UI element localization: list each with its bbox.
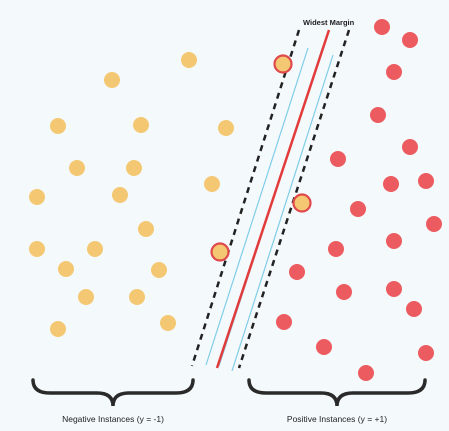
positive-point [330,151,346,167]
negative-point [58,261,74,277]
positive-point [418,345,434,361]
positive-brace-icon [249,380,425,406]
positive-point [426,216,442,232]
negative-point [218,120,234,136]
positive-point [402,139,418,155]
positive-point [418,173,434,189]
negative-point [29,241,45,257]
positive-point [336,284,352,300]
positive-point [358,365,374,381]
positive-point [402,32,418,48]
positive-point [350,201,366,217]
negative-points [29,52,234,337]
positive-point [328,241,344,257]
negative-brace-icon [33,380,193,406]
support-vector-negative [212,244,229,261]
margin-title: Widest Margin [303,18,355,27]
negative-point [160,315,176,331]
negative-point [29,189,45,205]
positive-point [386,64,402,80]
positive-point [383,176,399,192]
positive-point [316,339,332,355]
negative-point [104,72,120,88]
negative-point [181,52,197,68]
negative-point [133,117,149,133]
positive-point [386,281,402,297]
negative-point [151,262,167,278]
negative-point [112,187,128,203]
negative-point [78,289,94,305]
negative-point [129,289,145,305]
negative-point [126,160,142,176]
support-vector-positive [275,56,292,73]
margin-line-1 [206,48,308,365]
negative-point [69,160,85,176]
positive-instances-label: Positive Instances (y = +1) [287,414,387,424]
positive-point [374,19,390,35]
decision-boundary [217,30,329,368]
negative-point [138,221,154,237]
negative-point [204,176,220,192]
positive-point [406,301,422,317]
margin-boundaries [192,30,349,368]
positive-point [276,314,292,330]
positive-point [386,233,402,249]
negative-instances-label: Negative Instances (y = -1) [62,414,164,424]
support-vector-positive [294,195,311,212]
positive-point [370,107,386,123]
negative-point [50,321,66,337]
braces [33,380,425,406]
negative-point [50,118,66,134]
negative-point [87,241,103,257]
positive-point [289,264,305,280]
